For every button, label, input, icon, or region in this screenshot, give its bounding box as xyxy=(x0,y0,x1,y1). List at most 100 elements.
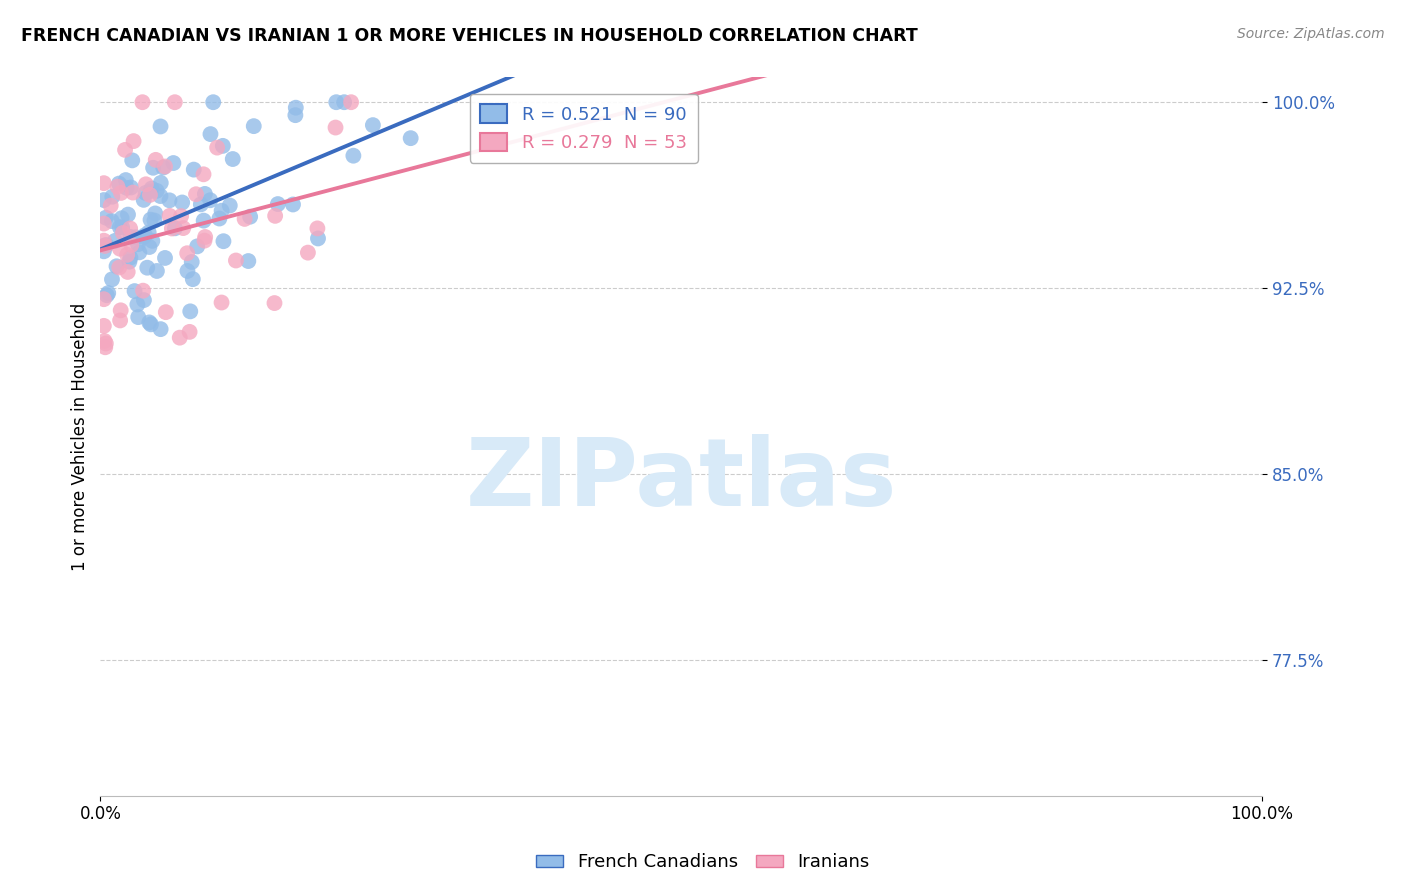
Point xyxy=(146,264,169,278)
Point xyxy=(108,242,131,256)
Point xyxy=(94,340,117,354)
Point xyxy=(139,188,162,202)
Point xyxy=(180,255,202,269)
Point xyxy=(179,304,201,318)
Point xyxy=(128,245,150,260)
Point xyxy=(121,153,143,168)
Point xyxy=(143,213,166,227)
Point xyxy=(101,272,124,286)
Point xyxy=(127,237,149,252)
Point xyxy=(267,197,290,211)
Legend: French Canadians, Iranians: French Canadians, Iranians xyxy=(529,847,877,879)
Point xyxy=(114,173,136,187)
Text: ZIPatlas: ZIPatlas xyxy=(465,434,897,525)
Point xyxy=(264,209,287,223)
Point xyxy=(108,260,131,275)
Point xyxy=(149,189,172,203)
Point xyxy=(222,152,245,166)
Point xyxy=(263,296,285,310)
Point xyxy=(125,230,148,244)
Point xyxy=(333,95,356,110)
Point xyxy=(111,211,134,226)
Point xyxy=(149,120,172,134)
Point xyxy=(181,272,204,286)
Point xyxy=(212,234,235,248)
Point xyxy=(193,234,215,248)
Point xyxy=(93,334,115,348)
Point xyxy=(149,322,172,336)
Point xyxy=(138,226,160,240)
Point xyxy=(138,315,160,329)
Point xyxy=(155,305,177,319)
Point xyxy=(117,265,139,279)
Point xyxy=(200,127,222,141)
Point xyxy=(162,156,184,170)
Point xyxy=(114,143,136,157)
Point xyxy=(136,260,159,275)
Point xyxy=(120,238,142,252)
Point xyxy=(184,187,207,202)
Point xyxy=(105,260,128,274)
Point xyxy=(211,295,233,310)
Point xyxy=(307,221,329,235)
Point xyxy=(193,213,215,227)
Point xyxy=(132,193,155,207)
Point xyxy=(172,221,194,235)
Point xyxy=(153,251,176,265)
Point xyxy=(193,167,215,181)
Point xyxy=(325,95,347,110)
Point xyxy=(242,119,264,133)
Point xyxy=(284,101,307,115)
Point xyxy=(110,186,132,200)
Point xyxy=(96,238,118,252)
Point xyxy=(135,186,157,200)
Point xyxy=(101,214,124,228)
Point xyxy=(342,149,364,163)
Point xyxy=(111,220,134,235)
Point xyxy=(118,254,141,268)
Point xyxy=(96,288,118,302)
Point xyxy=(176,246,198,260)
Point xyxy=(141,181,163,195)
Point xyxy=(94,211,117,225)
Point xyxy=(297,245,319,260)
Point xyxy=(208,211,231,226)
Point xyxy=(120,251,142,265)
Point xyxy=(169,331,191,345)
Point xyxy=(107,179,129,194)
Point xyxy=(138,240,160,254)
Text: Source: ZipAtlas.com: Source: ZipAtlas.com xyxy=(1237,27,1385,41)
Point xyxy=(190,197,212,211)
Point xyxy=(340,95,363,110)
Point xyxy=(132,293,155,307)
Point xyxy=(108,313,131,327)
Point xyxy=(122,134,145,148)
Point xyxy=(183,162,205,177)
Point xyxy=(134,228,156,243)
Point xyxy=(153,160,176,174)
Point xyxy=(93,217,115,231)
Text: FRENCH CANADIAN VS IRANIAN 1 OR MORE VEHICLES IN HOUSEHOLD CORRELATION CHART: FRENCH CANADIAN VS IRANIAN 1 OR MORE VEH… xyxy=(21,27,918,45)
Point xyxy=(307,231,329,245)
Point xyxy=(135,178,157,192)
Point xyxy=(141,234,163,248)
Point xyxy=(218,198,240,212)
Point xyxy=(145,184,167,198)
Point xyxy=(284,108,307,122)
Point xyxy=(93,318,115,333)
Point xyxy=(139,184,162,198)
Point xyxy=(238,254,260,268)
Point xyxy=(115,248,138,262)
Point xyxy=(159,194,181,208)
Point xyxy=(139,318,162,332)
Point xyxy=(211,139,233,153)
Point xyxy=(205,140,228,154)
Point xyxy=(94,239,117,253)
Point xyxy=(149,176,172,190)
Point xyxy=(108,220,131,235)
Point xyxy=(152,161,174,175)
Point xyxy=(120,221,142,235)
Point xyxy=(127,310,149,325)
Point xyxy=(111,226,134,240)
Point xyxy=(97,286,120,301)
